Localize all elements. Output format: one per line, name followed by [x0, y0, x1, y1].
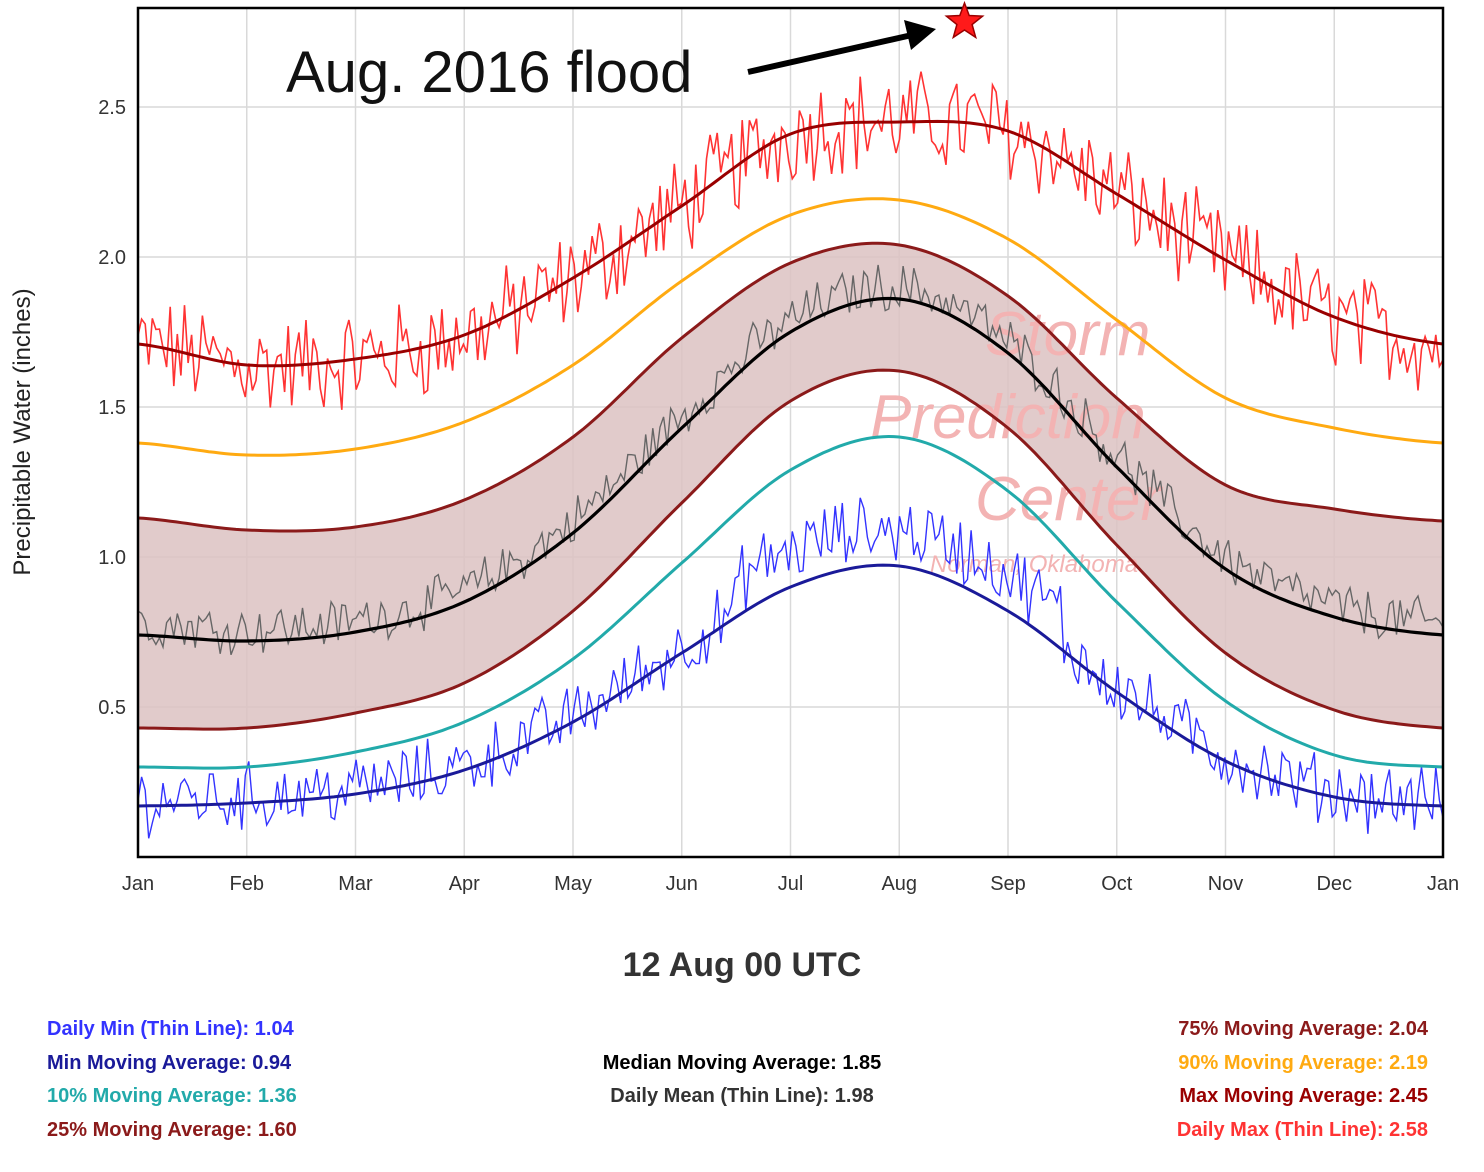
legend-median-moving-average-value: 1.85 [842, 1052, 882, 1074]
legend-75-moving-average: 75% Moving Average: 2.04 [1178, 1018, 1428, 1041]
legend-daily-mean-label: Daily Mean (Thin Line): [610, 1085, 830, 1107]
x-tick-oct: Oct [1101, 873, 1133, 895]
legend-10-moving-average-label: 10% Moving Average: [47, 1085, 253, 1107]
legend-10-moving-average: 10% Moving Average: 1.36 [47, 1085, 297, 1108]
flood-star-icon [944, 0, 985, 40]
x-tick-jan-end: Jan [1427, 873, 1459, 895]
y-tick-0.5: 0.5 [98, 697, 126, 719]
legend-75-moving-average-value: 2.04 [1389, 1018, 1428, 1040]
legend-median-moving-average-label: Median Moving Average: [602, 1052, 837, 1074]
legend-median-moving-average: Median Moving Average: 1.85 [0, 1052, 1484, 1075]
legend-daily-min-label: Daily Min (Thin Line): [47, 1018, 250, 1040]
series-75-moving-average [137, 241, 1444, 533]
plot-frame [136, 6, 1445, 859]
x-tick-mar: Mar [338, 873, 373, 895]
band-fill [138, 243, 1443, 730]
legend-daily-min: Daily Min (Thin Line): 1.04 [47, 1018, 294, 1041]
legend-max-moving-average-value: 2.45 [1389, 1085, 1428, 1107]
legend-90-moving-average-label: 90% Moving Average: [1178, 1052, 1384, 1074]
plot-border [136, 6, 1445, 859]
legend-max-moving-average: Max Moving Average: 2.45 [1179, 1085, 1428, 1108]
legend-25-moving-average: 25% Moving Average: 1.60 [47, 1119, 297, 1142]
legend-75-moving-average-label: 75% Moving Average: [1178, 1018, 1384, 1040]
legend-daily-max: Daily Max (Thin Line): 2.58 [1177, 1119, 1428, 1142]
legend-min-moving-average-value: 0.94 [252, 1052, 292, 1074]
interquartile-band [138, 243, 1443, 730]
series-90-moving-average [137, 197, 1444, 457]
series-min-moving-average [137, 563, 1444, 808]
x-tick-feb: Feb [230, 873, 264, 895]
legend-min-moving-average-label: Min Moving Average: [47, 1052, 247, 1074]
legend-daily-max-value: 2.58 [1389, 1119, 1428, 1141]
x-tick-may: May [554, 873, 592, 895]
legend-25-moving-average-value: 1.60 [257, 1119, 297, 1141]
watermark-prediction: Prediction [870, 383, 1146, 452]
y-tick-1.5: 1.5 [98, 397, 126, 419]
watermark-storm: Storm [985, 300, 1150, 369]
legend-daily-mean-value: 1.98 [834, 1085, 874, 1107]
legend-daily-mean: Daily Mean (Thin Line): 1.98 [0, 1085, 1484, 1108]
legend-90-moving-average: 90% Moving Average: 2.19 [1178, 1052, 1428, 1075]
precipitable-water-chart: Storm Prediction Center Norman, Oklahoma… [9, 0, 1459, 895]
x-tick-sep: Sep [990, 873, 1026, 895]
x-tick-labels: Jan Feb Mar Apr May Jun Jul Aug Sep Oct Nov Dec Jan [122, 873, 1459, 895]
legend-daily-min-value: 1.04 [254, 1018, 294, 1040]
legend-10-moving-average-value: 1.36 [257, 1085, 297, 1107]
legend-max-moving-average-label: Max Moving Average: [1179, 1085, 1384, 1107]
watermark-center: Center [975, 465, 1163, 534]
series-10-moving-average [138, 434, 1444, 770]
x-tick-aug: Aug [881, 873, 917, 895]
series-daily-max [137, 71, 1444, 410]
x-tick-jan: Jan [122, 873, 154, 895]
annotation-arrow-line [747, 32, 913, 75]
x-tick-dec: Dec [1316, 873, 1352, 895]
series-max-moving-average [137, 119, 1444, 368]
y-tick-2.0: 2.0 [98, 247, 126, 269]
legend-min-moving-average: Min Moving Average: 0.94 [47, 1052, 291, 1075]
valid-time: 12 Aug 00 UTC [622, 946, 862, 984]
x-tick-apr: Apr [449, 873, 480, 895]
series-lines [137, 71, 1444, 839]
legend-daily-max-label: Daily Max (Thin Line): [1176, 1119, 1384, 1141]
y-tick-1.0: 1.0 [98, 547, 126, 569]
y-tick-labels: 0.5 1.0 1.5 2.0 2.5 [98, 97, 126, 719]
flood-annotation: Aug. 2016 flood [286, 0, 985, 105]
annotation-text: Aug. 2016 flood [286, 40, 692, 105]
x-tick-jun: Jun [666, 873, 698, 895]
series-25-moving-average [138, 368, 1444, 731]
annotation-arrow-head [904, 20, 936, 50]
y-axis-label: Precipitable Water (inches) [9, 288, 36, 575]
y-tick-2.5: 2.5 [98, 97, 126, 119]
watermark-location: Norman, Oklahoma [930, 551, 1138, 578]
legend-25-moving-average-label: 25% Moving Average: [47, 1119, 253, 1141]
x-tick-jul: Jul [778, 873, 804, 895]
series-median-moving-average [137, 296, 1444, 643]
spc-watermark: Storm Prediction Center Norman, Oklahoma [870, 300, 1163, 578]
legend-90-moving-average-value: 2.19 [1389, 1052, 1428, 1074]
x-tick-nov: Nov [1208, 873, 1244, 895]
series-daily-mean [137, 264, 1444, 656]
